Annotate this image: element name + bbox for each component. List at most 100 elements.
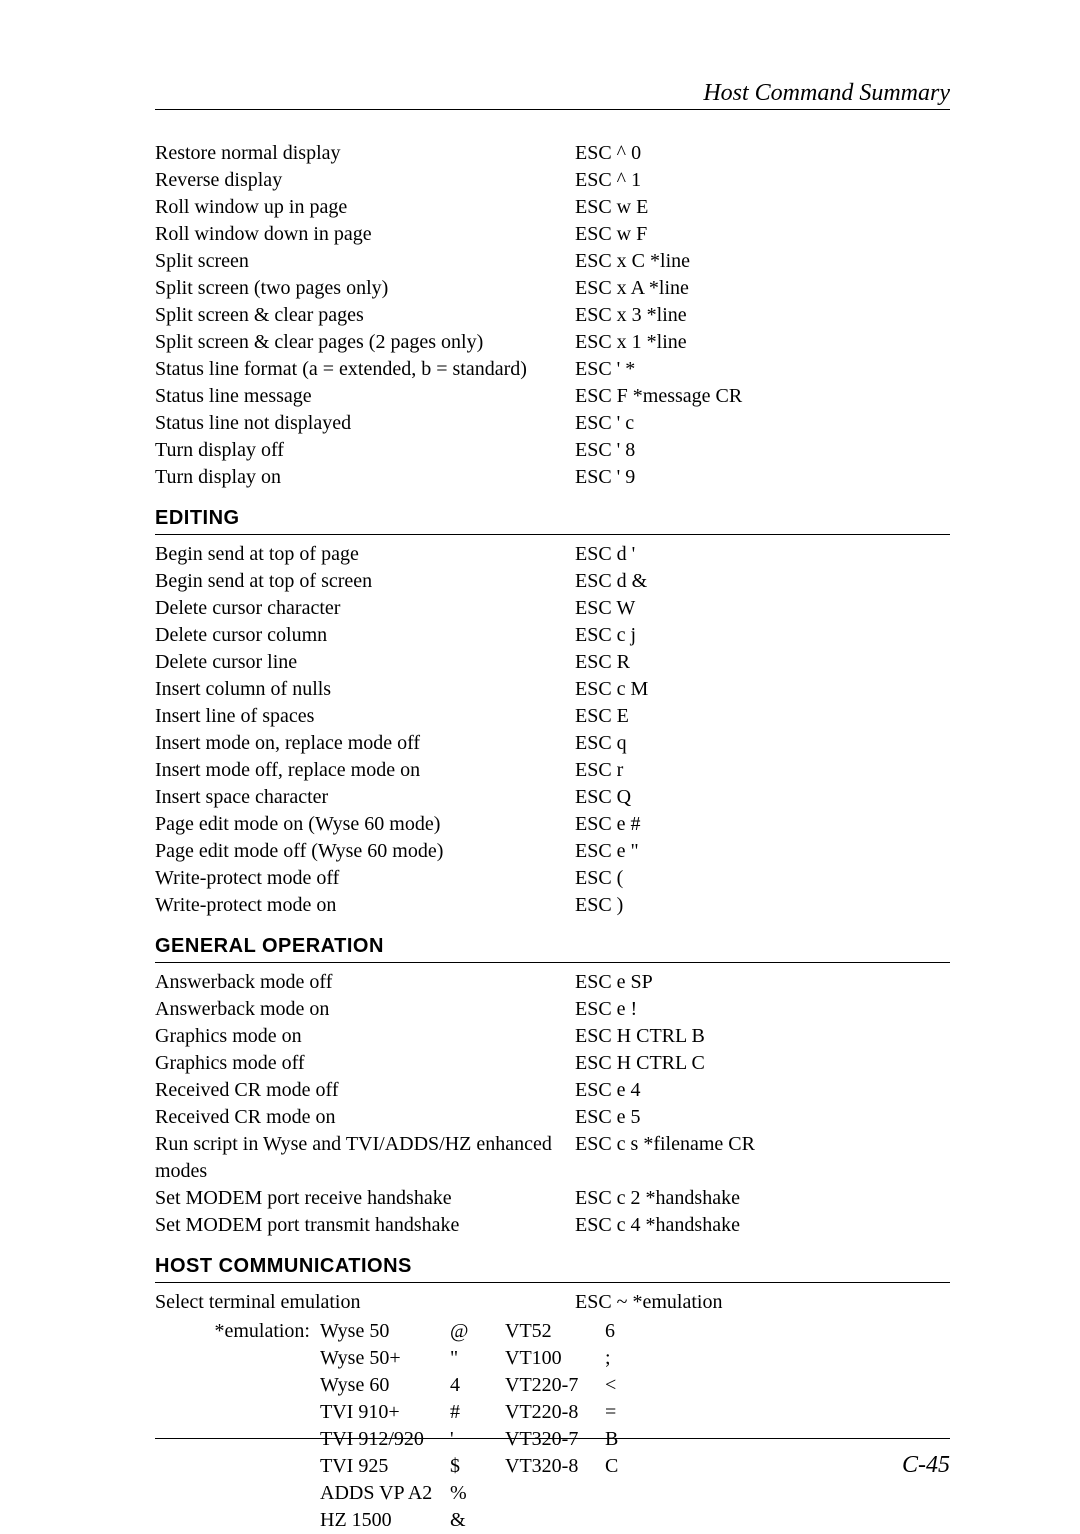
command-row: Page edit mode off (Wyse 60 mode)ESC e "	[155, 838, 950, 865]
emulation-name2	[505, 1480, 605, 1507]
command-row: Set MODEM port receive handshakeESC c 2 …	[155, 1185, 950, 1212]
emulation-row: TVI 925$VT320-8C	[155, 1453, 950, 1480]
emulation-code2: C	[605, 1453, 950, 1480]
emulation-label	[155, 1480, 320, 1507]
command-description: Graphics mode off	[155, 1050, 575, 1077]
command-row: Write-protect mode offESC (	[155, 865, 950, 892]
command-sequence: ESC E	[575, 703, 950, 730]
command-row: Delete cursor characterESC W	[155, 595, 950, 622]
emulation-row: TVI 910+#VT220-8=	[155, 1399, 950, 1426]
command-sequence: ESC ^ 0	[575, 140, 950, 167]
command-sequence: ESC ' *	[575, 356, 950, 383]
emulation-name: HZ 1500	[320, 1507, 450, 1534]
command-description: Restore normal display	[155, 140, 575, 167]
command-description: Turn display off	[155, 437, 575, 464]
command-description: Status line not displayed	[155, 410, 575, 437]
section3-list: Answerback mode offESC e SPAnswerback mo…	[155, 969, 950, 1239]
command-sequence: ESC w E	[575, 194, 950, 221]
command-row: Split screenESC x C *line	[155, 248, 950, 275]
command-sequence: ESC d '	[575, 541, 950, 568]
command-sequence: ESC c s *filename CR	[575, 1131, 950, 1185]
command-sequence: ESC c 4 *handshake	[575, 1212, 950, 1239]
section-rule-general	[155, 962, 950, 963]
command-sequence: ESC ' 9	[575, 464, 950, 491]
command-row: Begin send at top of screenESC d &	[155, 568, 950, 595]
emulation-code2: 6	[605, 1318, 950, 1345]
section-title-host: HOST COMMUNICATIONS	[155, 1255, 950, 1278]
command-description: Roll window up in page	[155, 194, 575, 221]
emulation-table: *emulation:Wyse 50@VT526Wyse 50+"VT100;W…	[155, 1318, 950, 1534]
command-sequence: ESC ~ *emulation	[575, 1289, 950, 1316]
command-row: Status line not displayedESC ' c	[155, 410, 950, 437]
emulation-code: 4	[450, 1372, 505, 1399]
footer-rule	[155, 1438, 950, 1439]
command-sequence: ESC W	[575, 595, 950, 622]
command-sequence: ESC ' 8	[575, 437, 950, 464]
command-row: Status line messageESC F *message CR	[155, 383, 950, 410]
header-rule: Host Command Summary	[155, 80, 950, 110]
emulation-name: TVI 925	[320, 1453, 450, 1480]
command-description: Set MODEM port transmit handshake	[155, 1212, 575, 1239]
command-description: Set MODEM port receive handshake	[155, 1185, 575, 1212]
section-title-general: GENERAL OPERATION	[155, 935, 950, 958]
command-description: Answerback mode on	[155, 996, 575, 1023]
command-sequence: ESC e 5	[575, 1104, 950, 1131]
command-row: Turn display onESC ' 9	[155, 464, 950, 491]
emulation-row: Wyse 604VT220-7<	[155, 1372, 950, 1399]
command-row: Split screen & clear pagesESC x 3 *line	[155, 302, 950, 329]
section-rule-editing	[155, 534, 950, 535]
command-description: Received CR mode on	[155, 1104, 575, 1131]
command-description: Begin send at top of screen	[155, 568, 575, 595]
emulation-label	[155, 1453, 320, 1480]
command-sequence: ESC H CTRL C	[575, 1050, 950, 1077]
emulation-name2: VT52	[505, 1318, 605, 1345]
command-description: Begin send at top of page	[155, 541, 575, 568]
command-row: Answerback mode offESC e SP	[155, 969, 950, 996]
emulation-name: ADDS VP A2	[320, 1480, 450, 1507]
command-row: Roll window down in pageESC w F	[155, 221, 950, 248]
command-row: Run script in Wyse and TVI/ADDS/HZ enhan…	[155, 1131, 950, 1185]
command-sequence: ESC c 2 *handshake	[575, 1185, 950, 1212]
command-sequence: ESC e #	[575, 811, 950, 838]
emulation-name2	[505, 1507, 605, 1534]
emulation-name: Wyse 50	[320, 1318, 450, 1345]
command-description: Graphics mode on	[155, 1023, 575, 1050]
command-sequence: ESC w F	[575, 221, 950, 248]
command-row: Page edit mode on (Wyse 60 mode)ESC e #	[155, 811, 950, 838]
emulation-code: #	[450, 1399, 505, 1426]
command-sequence: ESC e "	[575, 838, 950, 865]
command-row: Set MODEM port transmit handshakeESC c 4…	[155, 1212, 950, 1239]
command-sequence: ESC ^ 1	[575, 167, 950, 194]
command-description: Reverse display	[155, 167, 575, 194]
command-sequence: ESC c M	[575, 676, 950, 703]
command-description: Split screen & clear pages	[155, 302, 575, 329]
command-row: Graphics mode onESC H CTRL B	[155, 1023, 950, 1050]
emulation-label	[155, 1372, 320, 1399]
command-sequence: ESC q	[575, 730, 950, 757]
command-description: Insert line of spaces	[155, 703, 575, 730]
section2-list: Begin send at top of pageESC d 'Begin se…	[155, 541, 950, 919]
command-sequence: ESC R	[575, 649, 950, 676]
emulation-code: $	[450, 1453, 505, 1480]
command-row: Answerback mode onESC e !	[155, 996, 950, 1023]
page-header-title: Host Command Summary	[155, 80, 950, 107]
command-sequence: ESC H CTRL B	[575, 1023, 950, 1050]
command-row: Graphics mode offESC H CTRL C	[155, 1050, 950, 1077]
emulation-code2: =	[605, 1399, 950, 1426]
command-sequence: ESC )	[575, 892, 950, 919]
emulation-name2: VT220-8	[505, 1399, 605, 1426]
command-row: Insert column of nullsESC c M	[155, 676, 950, 703]
command-row: Split screen (two pages only)ESC x A *li…	[155, 275, 950, 302]
command-description: Insert space character	[155, 784, 575, 811]
emulation-row: TVI 912/920'VT320-7B	[155, 1426, 950, 1453]
command-description: Page edit mode off (Wyse 60 mode)	[155, 838, 575, 865]
command-description: Delete cursor column	[155, 622, 575, 649]
command-row: Received CR mode offESC e 4	[155, 1077, 950, 1104]
command-sequence: ESC x 3 *line	[575, 302, 950, 329]
section-title-editing: EDITING	[155, 507, 950, 530]
page-number: C-45	[902, 1452, 950, 1479]
command-description: Delete cursor line	[155, 649, 575, 676]
emulation-name: Wyse 60	[320, 1372, 450, 1399]
section1-list: Restore normal displayESC ^ 0Reverse dis…	[155, 140, 950, 491]
command-description: Delete cursor character	[155, 595, 575, 622]
